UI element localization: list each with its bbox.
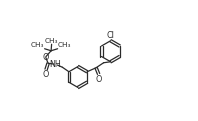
Text: O: O [43,70,49,79]
Text: O: O [42,53,49,62]
Text: O: O [96,75,102,84]
Text: CH₃: CH₃ [58,42,72,48]
Text: NH: NH [50,60,62,69]
Text: CH₃: CH₃ [45,38,58,44]
Text: Cl: Cl [107,31,114,40]
Text: CH₃: CH₃ [31,42,44,48]
